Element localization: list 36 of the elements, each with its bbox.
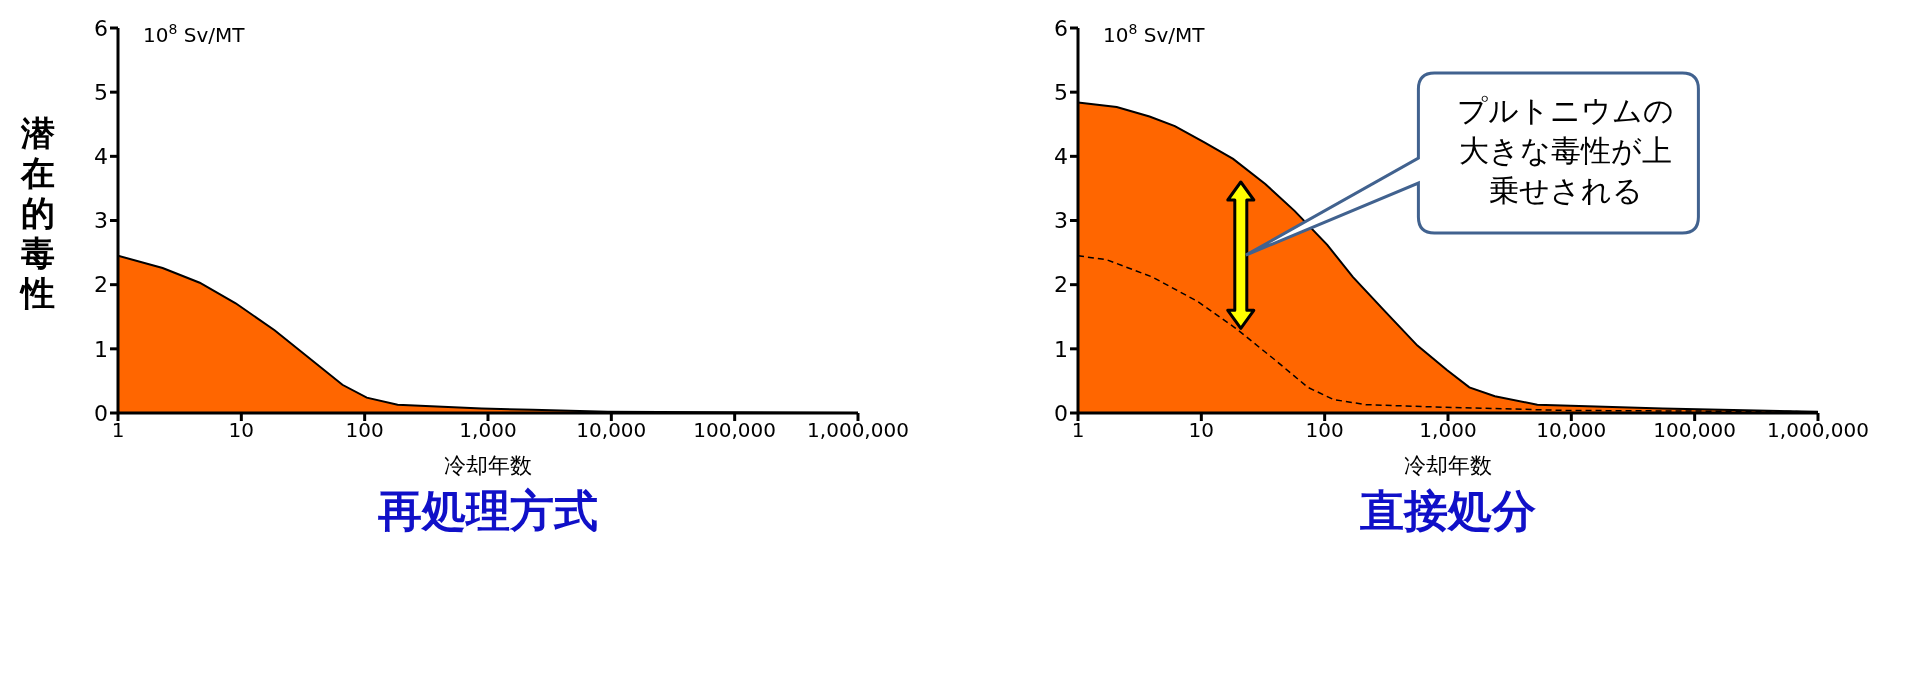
y-tick-label: 5 (1054, 79, 1068, 105)
y-tick-label: 2 (1054, 272, 1068, 298)
x-tick-label: 1,000 (1419, 418, 1477, 443)
x-tick-label: 1,000,000 (1767, 418, 1869, 443)
y-tick-label: 6 (94, 15, 108, 41)
annotation: 10$^{8}$ Sv/MT (143, 21, 246, 47)
x-tick-label: 10 (1188, 418, 1215, 443)
x-tick-label: 1 (1071, 418, 1085, 443)
annotation: 10$^{8}$ Sv/MT (1103, 21, 1206, 47)
x-axis-title: 冷却年数 (1404, 453, 1492, 478)
x-tick-label: 10 (228, 418, 255, 443)
y-tick-label: 3 (94, 208, 108, 234)
x-tick-label: 10,000 (1536, 418, 1607, 443)
y-tick-label: 3 (1054, 208, 1068, 234)
x-tick-label: 1,000,000 (807, 418, 909, 443)
y-tick-label: 2 (94, 272, 108, 298)
y-tick-label: 6 (1054, 15, 1068, 41)
annotation: プルトニウムの大きな毒性が上乗せされる (1456, 92, 1676, 210)
text: 直接処分 (1360, 484, 1536, 538)
y-tick-label: 0 (1054, 400, 1068, 426)
y-tick-label: 0 (94, 400, 108, 426)
x-tick-label: 100 (1305, 418, 1344, 443)
text: 再処理方式 (378, 484, 598, 538)
y-tick-label: 4 (94, 144, 108, 170)
x-tick-label: 1 (111, 418, 125, 443)
x-tick-label: 100,000 (693, 418, 777, 443)
x-axis-title: 冷却年数 (444, 453, 532, 478)
y-axis-title: 潜在的毒性 (21, 113, 55, 313)
x-tick-label: 1,000 (459, 418, 517, 443)
y-tick-label: 1 (1054, 336, 1068, 362)
y-tick-label: 5 (94, 79, 108, 105)
x-tick-label: 100 (345, 418, 384, 443)
x-tick-label: 100,000 (1653, 418, 1737, 443)
y-tick-label: 4 (1054, 144, 1068, 170)
x-tick-label: 10,000 (576, 418, 647, 443)
y-tick-label: 1 (94, 336, 108, 362)
